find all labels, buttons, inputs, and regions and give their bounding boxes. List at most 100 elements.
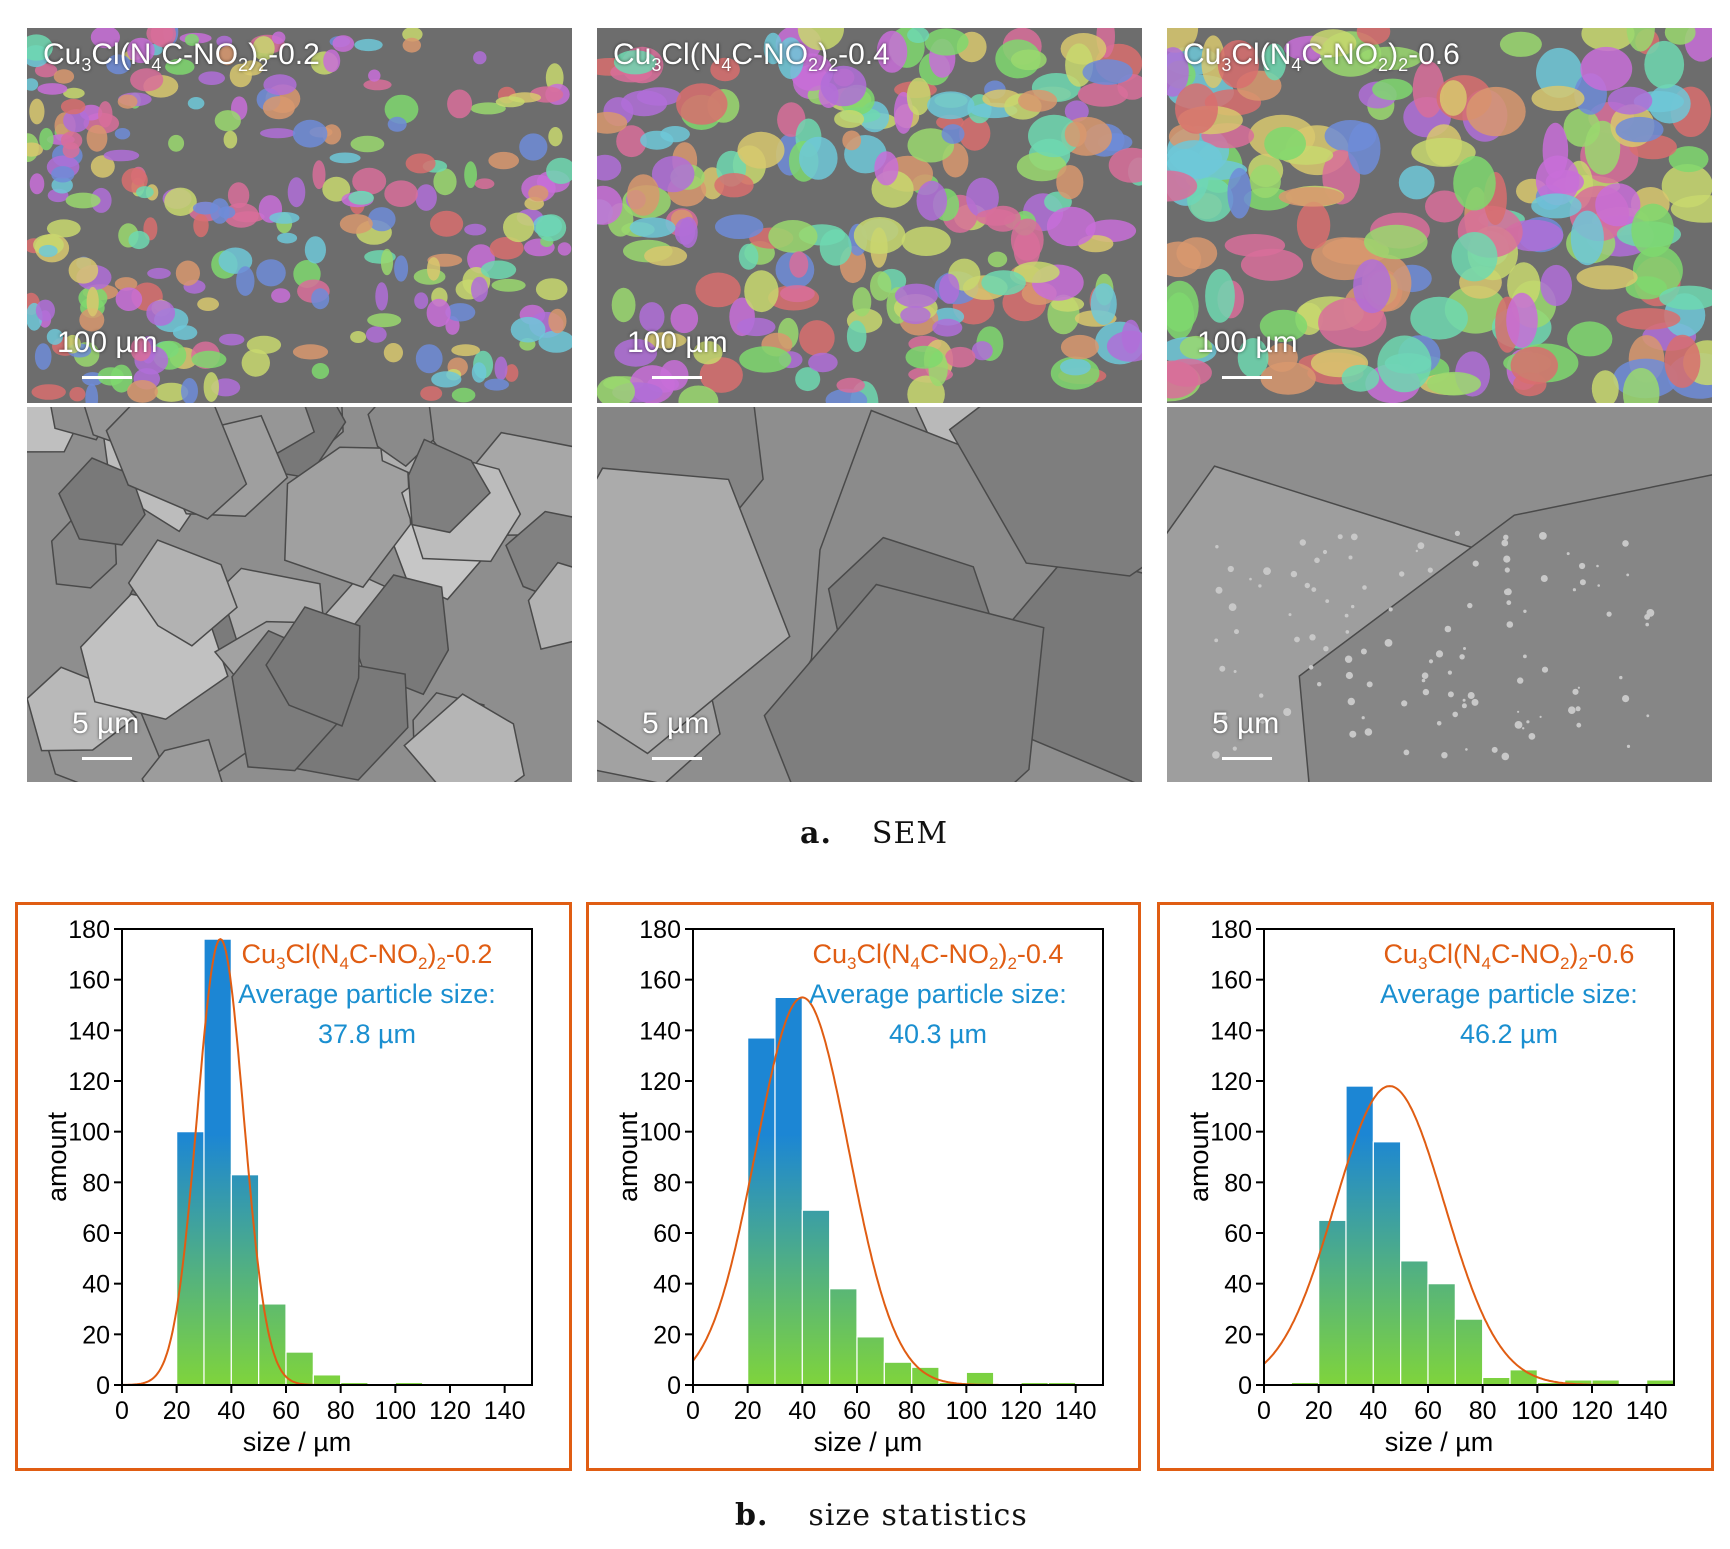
y-tick-label: 100 [639,1119,681,1147]
scale-label: 100 µm [1197,326,1298,359]
x-tick-label: 80 [1469,1397,1497,1425]
x-tick-label: 40 [1359,1397,1387,1425]
y-tick-label: 120 [68,1068,110,1096]
y-tick-label: 20 [653,1321,681,1349]
x-tick-label: 20 [1305,1397,1333,1425]
x-tick-label: 60 [843,1397,871,1425]
sem-caption-letter: a. [800,816,832,851]
stats-caption: b. size statistics [735,1498,1028,1533]
y-tick-label: 60 [82,1220,110,1248]
y-tick-label: 140 [639,1017,681,1045]
histogram-bar [230,1174,260,1386]
x-tick-label: 100 [1516,1397,1558,1425]
x-tick-label: 0 [686,1397,700,1425]
histogram-bar [856,1336,885,1386]
x-axis-label: size / µm [814,1427,923,1457]
x-tick-label: 20 [734,1397,762,1425]
x-tick-label: 140 [484,1397,526,1425]
histogram-bar [883,1361,913,1386]
x-tick-label: 40 [217,1397,245,1425]
x-tick-label: 120 [429,1397,471,1425]
y-tick-label: 180 [68,916,110,944]
y-tick-label: 120 [639,1068,681,1096]
histogram-panel-1: 0 20 40 60 80 100 120 140 160 180 0 20 40 60 80 100 120 1… [15,902,572,1471]
plot-frame [121,928,533,1386]
x-tick-label: 0 [1257,1397,1271,1425]
histogram-bar [965,1371,995,1386]
x-tick-label: 120 [1000,1397,1042,1425]
x-tick-label: 100 [374,1397,416,1425]
sem-detail-image-1: 5 µm [27,407,572,782]
histogram-bar [203,938,232,1386]
x-tick-label: 0 [115,1397,129,1425]
sem-detail-image-2: 5 µm [597,407,1142,782]
histogram-bar [312,1374,342,1386]
y-tick-label: 0 [1238,1372,1252,1400]
x-tick-label: 140 [1626,1397,1668,1425]
histogram-panel-2: 0 20 40 60 80 100 120 140 160 180 0 20 40 60 80 100 120 1… [586,902,1141,1471]
histogram-bar [176,1131,205,1386]
scale-label: 5 µm [72,707,140,740]
sem-sample-label: Cu3Cl(N4C-NO2)2-0.6 [1183,38,1460,75]
y-tick-label: 20 [82,1321,110,1349]
y-axis-label: amount [42,1111,72,1202]
scale-label: 100 µm [57,326,158,359]
scale-bar [82,376,132,379]
stats-caption-text: size statistics [808,1498,1028,1533]
histogram-bar [801,1209,831,1386]
histogram-bar [774,996,803,1386]
x-tick-label: 100 [945,1397,987,1425]
y-tick-label: 140 [1210,1017,1252,1045]
y-tick-label: 60 [1224,1220,1252,1248]
sem-detail-image-3: 5 µm [1167,407,1712,782]
histogram-bar [747,1037,776,1386]
scale-bar [1222,757,1272,760]
x-tick-label: 60 [272,1397,300,1425]
chart-title: Cu3Cl(N4C-NO2)2-0.2 [242,939,493,973]
chart-title: Cu3Cl(N4C-NO2)2-0.4 [813,939,1064,973]
histogram-bar [829,1288,858,1386]
y-tick-label: 100 [68,1119,110,1147]
sem-overview-image-1: Cu3Cl(N4C-NO2)2-0.2 100 µm [27,28,572,403]
y-tick-label: 160 [639,967,681,995]
y-axis-label: amount [613,1111,643,1202]
x-tick-label: 40 [788,1397,816,1425]
y-tick-label: 180 [1210,916,1252,944]
histogram-bar [1482,1376,1511,1386]
sem-caption: a. SEM [800,816,948,851]
y-tick-label: 80 [82,1169,110,1197]
histogram-bar [1427,1283,1456,1386]
x-tick-label: 120 [1571,1397,1613,1425]
sem-sample-label: Cu3Cl(N4C-NO2)2-0.2 [43,38,320,75]
scale-label: 5 µm [642,707,710,740]
y-axis-label: amount [1184,1111,1214,1202]
y-tick-label: 160 [1210,967,1252,995]
average-size-label: Average particle size: [1380,979,1638,1009]
x-axis-label: size / µm [1385,1427,1494,1457]
sem-sample-label: Cu3Cl(N4C-NO2)2-0.4 [613,38,890,75]
x-axis-label: size / µm [243,1427,352,1457]
scale-label: 5 µm [1212,707,1280,740]
histogram-bar [1372,1141,1402,1386]
histogram-bar [911,1366,940,1386]
histogram-panel-3: 0 20 40 60 80 100 120 140 160 180 0 20 40 60 80 100 120 1… [1157,902,1714,1471]
plot-frame [1263,928,1675,1386]
y-tick-label: 0 [96,1372,110,1400]
scale-bar [652,376,702,379]
y-tick-label: 40 [653,1271,681,1299]
histogram-bar [1454,1318,1484,1386]
plot-frame [692,928,1104,1386]
average-size-label: Average particle size: [809,979,1067,1009]
y-tick-label: 140 [68,1017,110,1045]
y-tick-label: 20 [1224,1321,1252,1349]
y-tick-label: 60 [653,1220,681,1248]
y-tick-label: 80 [1224,1169,1252,1197]
sem-caption-text: SEM [871,816,949,851]
scale-bar [1222,376,1272,379]
histogram-bar [1509,1369,1538,1386]
y-tick-label: 80 [653,1169,681,1197]
x-tick-label: 60 [1414,1397,1442,1425]
sem-overview-image-3: Cu3Cl(N4C-NO2)2-0.6 100 µm [1167,28,1712,403]
y-tick-label: 40 [1224,1271,1252,1299]
histogram-bar [1345,1085,1374,1386]
